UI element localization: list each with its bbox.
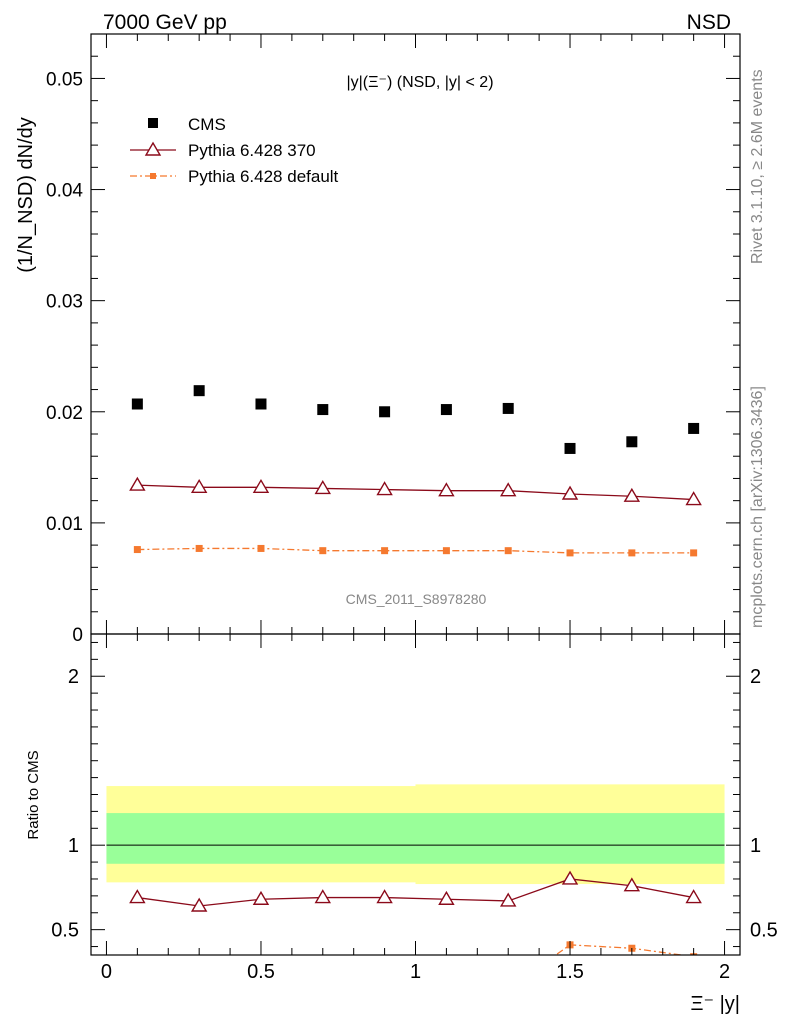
mcplots-reference-label: mcplots.cern.ch [arXiv:1306.3436] (749, 386, 766, 628)
cms-data-point (502, 402, 514, 414)
ratio-y-tick-label-right: 2 (750, 666, 761, 688)
pythia-370-point (314, 480, 332, 495)
ratio-pythia-370-point (499, 892, 517, 907)
cms-data-point (440, 404, 452, 416)
main-y-tick-label: 0.05 (46, 69, 83, 90)
ratio-panel: 0.5 0.5 1 1 2 2 0 0.5 1 1.5 2 Ratio to CMS Ξ⁻ |y| (25, 633, 778, 1015)
main-plot-title: |y|(Ξ⁻) (NSD, |y| < 2) (346, 74, 493, 91)
pythia-370-point (499, 482, 517, 497)
x-axis-label: Ξ⁻ |y| (690, 993, 740, 1015)
ratio-pythia-370-point (190, 897, 208, 912)
ratio-y-tick-label: 2 (68, 666, 79, 688)
main-y-axis-label: (1/N_NSD) dN/dy (15, 117, 37, 273)
cms-data-point (626, 436, 638, 448)
ratio-pythia-370-point (314, 889, 332, 904)
ratio-pythia-370-point (252, 890, 270, 905)
rivet-version-label: Rivet 3.1.10, ≥ 2.6M events (749, 69, 766, 264)
x-tick-label: 1 (410, 961, 421, 983)
x-tick-label: 2 (719, 961, 730, 983)
cms-data-point (564, 442, 576, 454)
pythia-370-point (561, 485, 579, 500)
cms-data-point (193, 385, 205, 397)
header-left-label: 7000 GeV pp (103, 11, 227, 34)
ratio-y-tick-label-right: 1 (750, 835, 761, 857)
pythia-default-point (319, 547, 327, 555)
main-panel: 0 0.01 0.02 0.03 0.04 0.05 |y|(Ξ⁻) (NSD, |y| … (15, 33, 741, 646)
pythia-default-point (628, 549, 636, 557)
legend-marker-pythia-default (150, 173, 156, 179)
x-tick-label: 0 (101, 961, 112, 983)
cms-data-point (688, 422, 700, 434)
ratio-pythia-370-point (561, 870, 579, 885)
cms-data-point (131, 398, 143, 410)
header-right-label: NSD (687, 11, 731, 34)
pythia-370-point (129, 476, 146, 491)
pythia-370-point (438, 482, 455, 497)
legend-marker-cms (148, 118, 158, 128)
pythia-default-point (566, 549, 574, 557)
x-tick-label: 0.5 (247, 961, 275, 983)
ratio-pythia-370-point (129, 889, 146, 904)
main-y-tick-label: 0.02 (46, 403, 83, 424)
ratio-y-axis-label: Ratio to CMS (25, 750, 42, 839)
pythia-default-point (690, 549, 698, 557)
pythia-370-point (376, 481, 393, 496)
pythia-370-point (190, 478, 208, 494)
ratio-pythia-370-point (438, 890, 455, 905)
legend-label-pythia-default: Pythia 6.428 default (188, 167, 339, 186)
pythia-default-line (137, 547, 694, 554)
main-y-tick-label: 0.01 (46, 514, 83, 535)
pythia-370-point (252, 478, 270, 494)
main-y-tick-label: 0 (72, 625, 83, 646)
ratio-pythia-370-point (376, 889, 393, 904)
pythia-default-point (195, 544, 203, 552)
main-y-tick-label: 0.04 (46, 181, 83, 202)
ratio-pythia-370-point (623, 877, 641, 892)
legend-marker-pythia-370 (144, 141, 162, 156)
legend-label-cms: CMS (188, 115, 226, 134)
cms-data-point (379, 406, 391, 418)
ratio-y-tick-label-right: 0.5 (750, 920, 778, 942)
cms-data-point (317, 404, 329, 416)
pythia-default-point (133, 546, 141, 554)
pythia-default-point (381, 547, 389, 555)
cms-uncertainty-band-inner (415, 813, 725, 864)
legend: CMS Pythia 6.428 370 Pythia 6.428 defaul… (130, 115, 339, 186)
analysis-watermark: CMS_2011_S8978280 (346, 591, 487, 607)
pythia-370-point (685, 491, 702, 506)
x-tick-label: 1.5 (556, 961, 584, 983)
pythia-default-point (257, 544, 265, 552)
pythia-default-point (442, 547, 450, 555)
pythia-default-point (504, 547, 512, 555)
ratio-pythia-370-line (137, 878, 694, 907)
legend-label-pythia-370: Pythia 6.428 370 (188, 141, 316, 160)
pythia-370-line (137, 484, 694, 501)
main-y-tick-label: 0.03 (46, 292, 83, 313)
cms-data-point (255, 398, 267, 410)
ratio-y-tick-label: 1 (68, 835, 79, 857)
pythia-370-point (623, 487, 641, 502)
ratio-pythia-370-point (685, 889, 702, 904)
cms-uncertainty-band-inner (106, 813, 416, 864)
ratio-y-tick-label: 0.5 (51, 920, 79, 942)
